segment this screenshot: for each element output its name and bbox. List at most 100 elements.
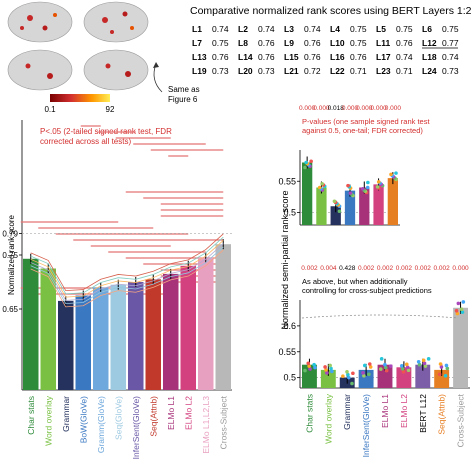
y-tick-label: 0.65 — [2, 305, 18, 314]
bar — [344, 190, 356, 225]
subject-dot — [455, 311, 460, 316]
subject-dot — [417, 362, 422, 367]
p-value-label: 0.428 — [339, 265, 356, 272]
subject-dot — [346, 375, 351, 380]
subject-dot — [337, 209, 342, 214]
bar-elmo-l1 — [163, 273, 179, 390]
x-tick-label: ELMo L1 — [166, 396, 176, 430]
p-value-label: 0.002 — [377, 265, 394, 272]
x-tick-label: Seq(GloVe) — [113, 396, 123, 440]
right-y-axis-label: Normalized semi-partial rank score — [280, 190, 290, 329]
subject-dot — [308, 367, 312, 371]
subject-dot — [346, 183, 350, 188]
subject-dot — [444, 363, 449, 368]
layer-label: L12 — [422, 38, 437, 48]
x-tick-label: Word overlay — [43, 395, 53, 446]
layer-label: L5 — [376, 24, 386, 34]
subject-dot — [360, 186, 365, 191]
p-value-label: 0.000 — [299, 105, 316, 112]
brain-image-lateral-left — [7, 1, 73, 43]
subject-dot — [375, 185, 380, 189]
subject-dot — [365, 185, 370, 190]
layer-value: 0.75 — [350, 24, 367, 34]
brace — [301, 314, 459, 319]
subject-dot — [443, 373, 448, 378]
layer-label: L2 — [238, 24, 248, 34]
subject-dot — [459, 307, 464, 312]
subject-dot — [437, 372, 442, 377]
layer-value: 0.74 — [442, 52, 459, 62]
subject-dot — [438, 362, 443, 366]
x-tick-label: ELMo L1,L2,L3 — [201, 396, 211, 454]
x-tick-label: Seq(Attnb) — [437, 394, 447, 435]
bar — [373, 184, 384, 225]
layer-value: 0.77 — [442, 38, 459, 48]
subject-dot — [350, 381, 354, 386]
layer-label: L20 — [238, 66, 253, 76]
subject-dot — [426, 357, 431, 361]
colorbar — [50, 94, 110, 102]
right-bottom-chart: 0.50.550.60.002 0.004 0.428 0.002 0.002 0.002… — [278, 265, 470, 457]
y-tick-label: 0.79 — [2, 229, 18, 238]
x-tick-label: Grammar — [61, 396, 71, 432]
layer-value: 0.73 — [442, 66, 459, 76]
y-tick-label: 0.5 — [283, 373, 296, 383]
subject-dot — [351, 371, 355, 376]
layer-value: 0.71 — [396, 66, 413, 76]
subject-dot — [454, 308, 459, 313]
bar-char-stats — [23, 258, 39, 390]
layer-value: 0.75 — [350, 38, 367, 48]
brain-panel: 0.1 92 Same as Figure 6 — [7, 1, 200, 114]
subject-dot — [461, 300, 466, 304]
subject-dot — [401, 369, 406, 374]
subject-dot — [313, 365, 317, 370]
arrowhead-icon — [153, 62, 159, 68]
layer-label: L23 — [376, 66, 391, 76]
subject-dot — [317, 185, 322, 190]
p-value-label: 0.000 — [313, 105, 330, 112]
p-value-label: 0.000 — [452, 265, 469, 272]
p-value-label: 0.000 — [342, 105, 359, 112]
layer-value: 0.75 — [442, 24, 459, 34]
y-tick-label: 0.55 — [278, 176, 296, 186]
layer-label: L11 — [376, 38, 390, 48]
layer-label: L15 — [284, 52, 299, 62]
subject-dot — [325, 371, 329, 375]
layer-label: L1 — [192, 24, 202, 34]
layer-table-title: Comparative normalized rank scores using… — [190, 5, 472, 17]
bar — [453, 307, 468, 388]
y-axis-label: Normalized rank score — [7, 214, 16, 295]
layer-value: 0.74 — [396, 52, 413, 62]
subject-dot — [348, 191, 353, 195]
subject-dot — [323, 365, 327, 369]
subject-dot — [423, 364, 428, 368]
layer-label: L13 — [192, 52, 207, 62]
subject-dot — [362, 363, 367, 368]
layer-label: L9 — [284, 38, 294, 48]
layer-label: L24 — [422, 66, 437, 76]
y-tick-label: 0.55 — [278, 347, 296, 357]
subject-dot — [306, 361, 311, 366]
subject-line — [30, 243, 224, 301]
subject-dot — [389, 172, 393, 177]
p-value-label: 0.002 — [358, 265, 375, 272]
layer-label: L14 — [238, 52, 253, 62]
subject-dot — [388, 364, 393, 368]
x-tick-label: Seq(Attnb) — [148, 396, 158, 437]
layer-value: 0.74 — [212, 24, 229, 34]
subject-dot — [320, 181, 324, 186]
bar-elmo-l1-l2-l3 — [198, 257, 214, 390]
layer-value: 0.73 — [258, 66, 275, 76]
layer-table: Comparative normalized rank scores using… — [190, 5, 472, 76]
bar-gramm-glove- — [93, 287, 109, 390]
x-tick-label: Cross-Subject — [456, 393, 466, 447]
bar-seq-attnb- — [145, 279, 161, 390]
layer-value: 0.74 — [304, 24, 321, 34]
x-tick-label: Word overlay — [323, 393, 333, 444]
subject-dot — [303, 165, 307, 170]
layer-label: L4 — [330, 24, 340, 34]
p-value-label: 0.018 — [328, 105, 345, 112]
bar-grammar — [58, 300, 74, 390]
x-tick-label: ELMo L2 — [399, 394, 409, 428]
layer-value: 0.71 — [350, 66, 367, 76]
